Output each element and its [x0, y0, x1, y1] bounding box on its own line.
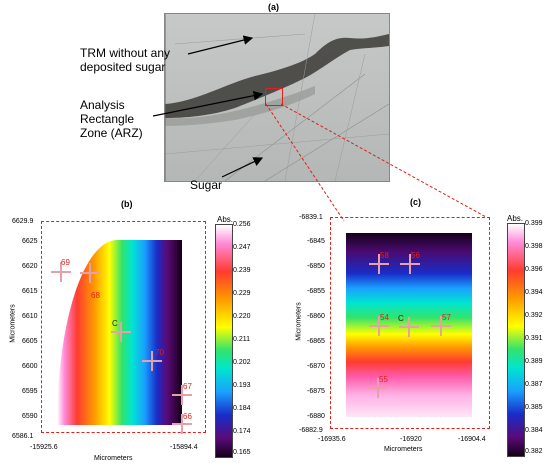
map-c-colorbar-tick: 0.398: [525, 243, 543, 250]
map-b-colorbar-tick: 0.165: [233, 449, 251, 456]
map-c-y-bottom: -6882.9: [299, 427, 323, 434]
map-c-point-c: [399, 317, 419, 337]
map-c-x-right: -16904.4: [458, 436, 486, 443]
map-c-colorbar-tick: 0.387: [525, 381, 543, 388]
map-b-y-tick: 6590: [22, 413, 38, 420]
arz-annotation-line-2: Rectangle: [80, 112, 135, 126]
map-b-point-70: [142, 351, 162, 371]
map-b-colorbar-tick: 0.239: [233, 267, 251, 274]
map-b-colorbar-title: Abs.: [217, 215, 234, 224]
map-c-colorbar-tick: 0.394: [525, 289, 543, 296]
map-b-y-tick: 6600: [22, 363, 38, 370]
map-b-y-bottom: 6586.1: [12, 433, 34, 440]
map-c-y-tick: -6865: [307, 338, 325, 345]
map-c-x-mid: -16920: [400, 436, 422, 443]
map-c-colorbar-tick: 0.382: [525, 448, 543, 455]
map-c-colorbar-title: Abs.: [507, 214, 524, 223]
map-c-y-top: -6839.1: [299, 214, 323, 221]
map-c-y-tick: -6875: [307, 388, 325, 395]
map-b-point-67: [172, 385, 192, 405]
map-c-point-56-label: 56: [411, 251, 420, 260]
map-b-point-c: [111, 322, 131, 342]
map-c-point-55-label: 55: [379, 375, 388, 384]
map-b-colorbar: [215, 224, 233, 458]
map-b-point-70-label: 70: [155, 348, 164, 357]
map-c-y-tick: -6845: [307, 238, 325, 245]
map-c-colorbar-tick: 0.399: [525, 220, 543, 227]
map-c-colorbar: [507, 223, 525, 457]
map-b-frame: [41, 221, 206, 433]
map-c-point-58-label: 58: [380, 251, 389, 260]
map-b-x-left: -15925.6: [30, 444, 58, 451]
map-b-colorbar-tick: 0.256: [233, 221, 251, 228]
arz-annotation: Analysis Rectangle Zone (ARZ): [80, 98, 143, 140]
map-b-y-tick: 6615: [22, 288, 38, 295]
map-c-point-c-label: C: [398, 314, 404, 323]
map-b-y-tick: 6595: [22, 388, 38, 395]
map-c-point-54-label: 54: [380, 313, 389, 322]
map-c-point-58: [369, 254, 389, 274]
panel-label-b: (b): [121, 199, 133, 209]
map-c-point-56: [400, 254, 420, 274]
map-b-y-tick: 6605: [22, 338, 38, 345]
map-b-colorbar-tick: 0.247: [233, 244, 251, 251]
map-b-point-69-label: 69: [61, 258, 70, 267]
panel-label-c: (c): [410, 197, 421, 207]
panel-label-a: (a): [268, 2, 279, 12]
map-b-y-tick: 6620: [22, 263, 38, 270]
map-c-y-axis-label: Micrometers: [295, 302, 303, 341]
map-c-point-57: [431, 316, 451, 336]
map-c-colorbar-tick: 0.391: [525, 335, 543, 342]
map-b-y-tick: 6625: [22, 238, 38, 245]
arz-annotation-line-1: Analysis: [80, 98, 125, 112]
map-c-point-54: [369, 316, 389, 336]
map-b-colorbar-tick: 0.220: [233, 313, 251, 320]
map-b-point-68: [80, 263, 100, 283]
map-b-colorbar-tick: 0.174: [233, 428, 251, 435]
trm-annotation: TRM without any deposited sugar: [80, 46, 170, 74]
map-b-y-axis-label: Micrometers: [9, 304, 17, 343]
map-b-colorbar-tick: 0.211: [233, 336, 250, 343]
trm-annotation-line-2: deposited sugar: [80, 60, 166, 74]
arz-rectangle: [265, 88, 283, 106]
map-b-point-66: [172, 414, 192, 434]
map-c-x-left: -16935.6: [318, 436, 346, 443]
map-b-x-axis-label: Micrometers: [94, 455, 133, 462]
map-b-colorbar-tick: 0.202: [233, 359, 251, 366]
map-c-y-tick: -6855: [307, 288, 325, 295]
map-c-frame: [330, 217, 490, 429]
map-b-point-c-label: C: [112, 319, 118, 328]
map-b-point-68-label: 68: [91, 291, 100, 300]
map-c-x-axis-label: Micrometers: [384, 446, 423, 453]
map-c-y-tick: -6850: [307, 263, 325, 270]
map-c-colorbar-tick: 0.385: [525, 404, 543, 411]
map-c-y-tick: -6870: [307, 363, 325, 370]
map-c-point-55: [368, 378, 388, 398]
map-b-point-67-label: 67: [183, 382, 192, 391]
map-b-point-66-label: 66: [183, 412, 192, 421]
map-b-point-69: [51, 262, 71, 282]
map-c-y-tick: -6860: [307, 313, 325, 320]
map-c-y-tick: -6880: [307, 413, 325, 420]
map-c-colorbar-tick: 0.389: [525, 358, 543, 365]
map-b-y-tick: 6610: [22, 313, 38, 320]
map-c-colorbar-tick: 0.392: [525, 312, 543, 319]
map-c-point-57-label: 57: [442, 313, 451, 322]
trm-annotation-line-1: TRM without any: [80, 46, 171, 60]
map-b-y-top: 6629.9: [12, 218, 34, 225]
map-b-colorbar-tick: 0.193: [233, 382, 251, 389]
sugar-annotation: Sugar: [190, 178, 223, 192]
map-c-colorbar-tick: 0.384: [525, 427, 543, 434]
map-c-colorbar-tick: 0.396: [525, 266, 543, 273]
arz-annotation-line-3: Zone (ARZ): [80, 126, 143, 140]
map-b-colorbar-tick: 0.229: [233, 290, 251, 297]
map-b-colorbar-tick: 0.184: [233, 405, 251, 412]
map-b-x-right: -15894.4: [170, 444, 198, 451]
